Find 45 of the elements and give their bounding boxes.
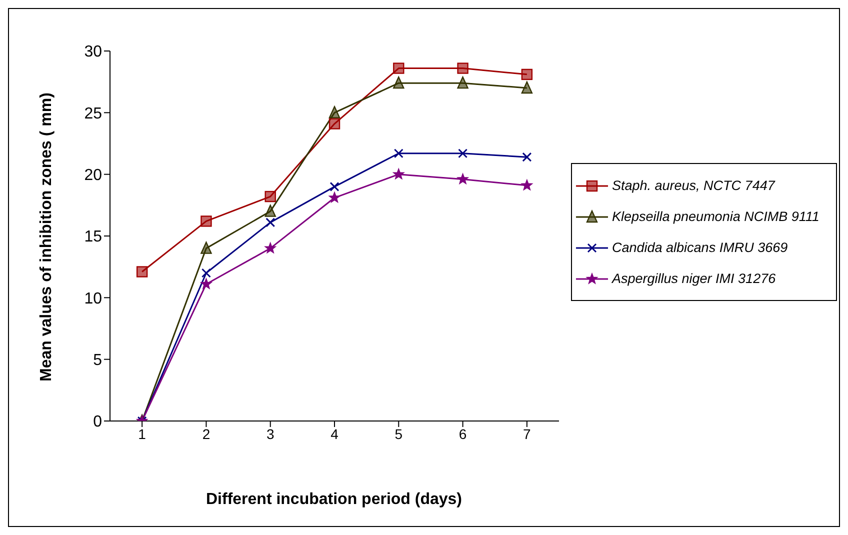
- point: [200, 242, 212, 254]
- y-tick-label: 30: [84, 44, 102, 61]
- point: [458, 148, 468, 158]
- x-tick-label: 5: [394, 426, 403, 442]
- y-tick-label: 5: [93, 352, 102, 370]
- point: [521, 81, 533, 94]
- y-tick-label: 0: [93, 414, 102, 431]
- legend-label: Aspergillus niger IMI 31276: [612, 271, 776, 286]
- point: [264, 242, 276, 254]
- point: [200, 216, 212, 227]
- x-tick-label: 3: [266, 426, 274, 442]
- y-tick-label: 10: [84, 290, 102, 308]
- y-tick-label: 15: [84, 228, 102, 246]
- point: [394, 148, 404, 158]
- point: [393, 168, 404, 180]
- x-tick-label: 2: [202, 426, 210, 442]
- x-tick-label: 7: [523, 426, 532, 442]
- point: [136, 266, 148, 278]
- point: [521, 180, 533, 190]
- point: [264, 204, 276, 217]
- point: [201, 268, 211, 278]
- legend-label: Klepseilla pneumonia NCIMB 9111: [612, 209, 820, 224]
- point: [330, 182, 340, 192]
- point: [393, 62, 404, 74]
- legend-label: Candida albicans IMRU 3669: [612, 240, 788, 255]
- point: [457, 76, 468, 89]
- y-tick-label: 25: [84, 105, 102, 122]
- point: [457, 62, 468, 74]
- x-tick-label: 1: [138, 426, 146, 442]
- y-tick-label: 20: [84, 167, 102, 184]
- point: [200, 278, 212, 289]
- point: [266, 218, 276, 228]
- point: [522, 152, 532, 162]
- point: [328, 118, 340, 130]
- point: [264, 190, 276, 202]
- legend-label: Staph. aureus, NCTC 7447: [612, 178, 775, 193]
- point: [521, 68, 533, 80]
- x-axis-title: Different incubation period (days): [204, 491, 463, 509]
- x-tick-label: 6: [458, 426, 467, 442]
- point: [328, 106, 340, 118]
- point: [328, 192, 340, 203]
- y-axis-title: Mean values of inhibition zones ( mm): [37, 92, 56, 384]
- point: [457, 173, 468, 184]
- x-tick-label: 4: [330, 426, 339, 442]
- point: [393, 76, 404, 89]
